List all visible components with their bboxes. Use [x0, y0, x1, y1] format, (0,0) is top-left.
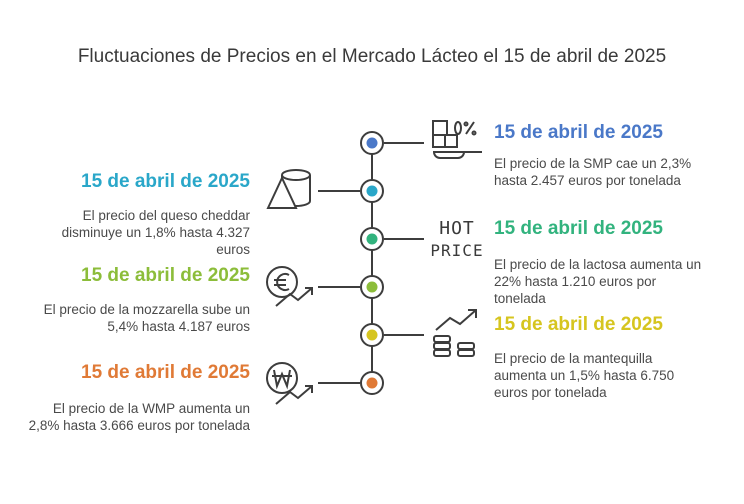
node-mozzarella	[360, 275, 384, 299]
cheese-icon	[266, 169, 311, 209]
won-trend-icon	[266, 362, 313, 405]
event-smp-date: 15 de abril de 2025	[494, 122, 663, 143]
event-lactosa-date: 15 de abril de 2025	[494, 218, 663, 239]
hot-label: HOT	[439, 218, 475, 239]
node-cheddar	[360, 179, 384, 203]
price-label: PRICE	[430, 241, 484, 260]
event-cheddar-text: El precio del queso cheddar disminuye un…	[61, 208, 250, 257]
event-wmp-text: El precio de la WMP aumenta un 2,8% hast…	[28, 401, 250, 433]
event-wmp-date: 15 de abril de 2025	[81, 362, 250, 383]
event-lactosa-text: El precio de la lactosa aumenta un 22% h…	[494, 257, 702, 306]
event-smp-text: El precio de la SMP cae un 2,3% hasta 2.…	[494, 156, 692, 188]
event-mantequilla-date: 15 de abril de 2025	[494, 314, 663, 335]
page-title: Fluctuaciones de Precios en el Mercado L…	[77, 46, 667, 67]
euro-trend-icon	[266, 266, 313, 307]
event-cheddar-date: 15 de abril de 2025	[81, 171, 250, 192]
coins-growth-icon	[433, 309, 477, 357]
scale-percent-icon	[432, 120, 482, 159]
node-smp	[360, 131, 384, 155]
node-lactosa	[360, 227, 384, 251]
event-mozzarella-text: El precio de la mozzarella sube un 5,4% …	[43, 302, 250, 334]
node-mantequilla	[360, 323, 384, 347]
event-mozzarella-date: 15 de abril de 2025	[81, 265, 250, 286]
node-wmp	[360, 371, 384, 395]
hot-price-icon: HOT PRICE	[430, 218, 484, 262]
event-mantequilla-text: El precio de la mantequilla aumenta un 1…	[494, 351, 675, 400]
